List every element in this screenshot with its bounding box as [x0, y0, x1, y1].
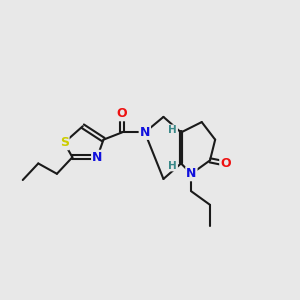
Text: S: S: [60, 136, 69, 149]
Text: N: N: [92, 151, 102, 164]
Text: N: N: [186, 167, 197, 180]
Text: H: H: [168, 125, 177, 135]
Text: O: O: [117, 107, 128, 120]
Text: N: N: [140, 126, 150, 139]
Text: H: H: [168, 160, 177, 170]
Text: O: O: [220, 157, 231, 170]
